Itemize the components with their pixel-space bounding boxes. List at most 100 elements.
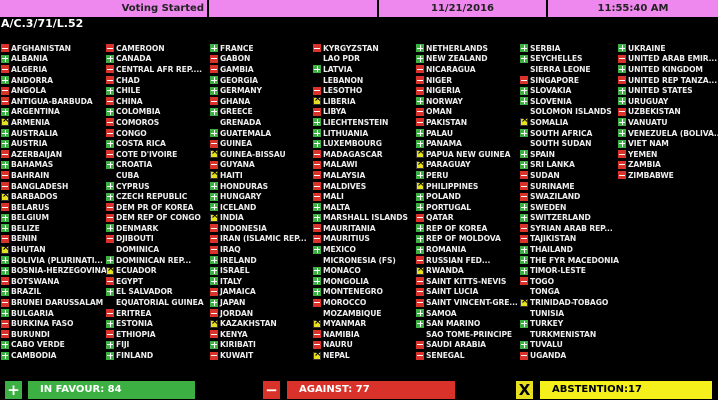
country-name: GERMANY xyxy=(220,86,262,96)
plus-icon xyxy=(416,234,424,243)
plus-icon xyxy=(618,65,626,74)
minus-icon xyxy=(1,182,9,191)
country-row: SAMOA xyxy=(416,308,518,319)
plus-icon xyxy=(520,266,528,275)
country-name: BARBADOS xyxy=(11,192,58,202)
plus-icon xyxy=(106,192,114,201)
plus-icon xyxy=(520,319,528,328)
country-row: SEYCHELLES xyxy=(520,54,619,65)
plus-icon xyxy=(210,203,218,212)
country-row: DOMINICA xyxy=(106,244,203,255)
minus-icon xyxy=(106,44,114,53)
plus-icon xyxy=(520,340,528,349)
minus-icon xyxy=(416,298,424,307)
country-row: VENEZUELA (BOLIVA... xyxy=(618,128,718,139)
country-name: BENIN xyxy=(11,234,38,244)
country-name: SENEGAL xyxy=(426,351,465,361)
country-row: ZIMBABWE xyxy=(618,170,718,181)
voting-board: AFGHANISTAN ALBANIA ALGERIA ANDORRA ANGOLA AN… xyxy=(0,43,718,368)
no-vote-icon xyxy=(106,246,114,254)
country-name: MONGOLIA xyxy=(323,276,369,286)
country-name: SEYCHELLES xyxy=(530,54,583,64)
plus-icon xyxy=(520,44,528,53)
country-row: BARBADOS xyxy=(1,190,107,202)
country-row: MYANMAR xyxy=(313,317,408,329)
country-name: PAKISTAN xyxy=(426,117,467,127)
no-vote-icon xyxy=(520,140,528,148)
country-row: TONGA xyxy=(520,287,619,298)
country-row: SENEGAL xyxy=(416,350,518,361)
country-name: POLAND xyxy=(426,192,461,202)
plus-icon xyxy=(106,182,114,191)
minus-icon xyxy=(106,65,114,74)
country-row: SWITZERLAND xyxy=(520,213,619,224)
country-name: VANUATU xyxy=(628,117,668,127)
minus-icon xyxy=(106,118,114,127)
country-row: LIECHTENSTEIN xyxy=(313,117,408,128)
country-row: ROMANIA xyxy=(416,244,518,255)
country-row: LESOTHO xyxy=(313,85,408,96)
country-row: SOUTH SUDAN xyxy=(520,138,619,149)
country-name: UNITED KINGDOM xyxy=(628,64,703,74)
voting-date: 11/21/2016 xyxy=(379,0,546,17)
country-name: VENEZUELA (BOLIVA... xyxy=(628,128,718,138)
x-icon xyxy=(416,179,425,191)
country-name: SURINAME xyxy=(530,181,575,191)
country-name: ZIMBABWE xyxy=(628,170,674,180)
country-row: PERU xyxy=(416,170,518,181)
no-vote-icon xyxy=(520,330,528,338)
country-row: RUSSIAN FED... xyxy=(416,255,518,266)
country-row: CHILE xyxy=(106,85,203,96)
country-name: ANDORRA xyxy=(11,75,53,85)
country-row: SYRIAN ARAB REP... xyxy=(520,223,619,234)
country-row: BELIZE xyxy=(1,223,107,234)
country-name: THE FYR MACEDONIA xyxy=(530,255,619,265)
country-name: CZECH REPUBLIC xyxy=(116,192,188,202)
country-row: REP OF KOREA xyxy=(416,223,518,234)
country-name: KUWAIT xyxy=(220,351,254,361)
country-name: LIBYA xyxy=(323,107,347,117)
country-name: MAURITANIA xyxy=(323,223,376,233)
resolution-number: A/C.3/71/L.52 xyxy=(1,17,84,30)
country-name: JAPAN xyxy=(220,298,246,308)
country-name: DEM PR OF KOREA xyxy=(116,202,194,212)
no-vote-icon xyxy=(313,76,321,84)
country-name: BURUNDI xyxy=(11,329,50,339)
plus-icon xyxy=(618,129,626,138)
country-name: UGANDA xyxy=(530,351,567,361)
country-name: AUSTRALIA xyxy=(11,128,58,138)
plus-icon xyxy=(1,266,9,275)
country-row: DEM PR OF KOREA xyxy=(106,202,203,213)
plus-icon xyxy=(618,97,626,106)
country-row: THE FYR MACEDONIA xyxy=(520,255,619,266)
country-name: SOUTH SUDAN xyxy=(530,139,592,149)
country-row: MONTENEGRO xyxy=(313,287,408,298)
country-row: MAURITIUS xyxy=(313,234,408,245)
country-name: KIRIBATI xyxy=(220,340,256,350)
x-icon xyxy=(210,147,219,159)
country-name: IRAN (ISLAMIC REP... xyxy=(220,234,307,244)
country-name: MAURITIUS xyxy=(323,234,370,244)
plus-icon xyxy=(313,245,321,254)
country-row: ITALY xyxy=(210,276,307,287)
country-row: ARMENIA xyxy=(1,115,107,128)
country-row: ESTONIA xyxy=(106,318,203,329)
country-row: GABON xyxy=(210,54,307,65)
country-row: GUYANA xyxy=(210,160,307,171)
country-row: SWEDEN xyxy=(520,202,619,213)
country-row: CENTRAL AFR REP.... xyxy=(106,64,203,75)
minus-icon xyxy=(416,256,424,265)
minus-icon xyxy=(416,340,424,349)
country-name: TURKEY xyxy=(530,319,564,329)
country-name: TUNISIA xyxy=(530,308,564,318)
country-row: PAPUA NEW GUINEA xyxy=(416,147,518,160)
country-row: LUXEMBOURG xyxy=(313,138,408,149)
country-row: PANAMA xyxy=(416,138,518,149)
minus-icon xyxy=(1,65,9,74)
country-name: ISRAEL xyxy=(220,266,250,276)
country-name: REP OF KOREA xyxy=(426,223,488,233)
plus-icon: + xyxy=(5,381,22,399)
no-vote-icon xyxy=(106,171,114,179)
country-row: BRUNEI DARUSSALAM xyxy=(1,297,107,308)
country-name: COSTA RICA xyxy=(116,139,166,149)
